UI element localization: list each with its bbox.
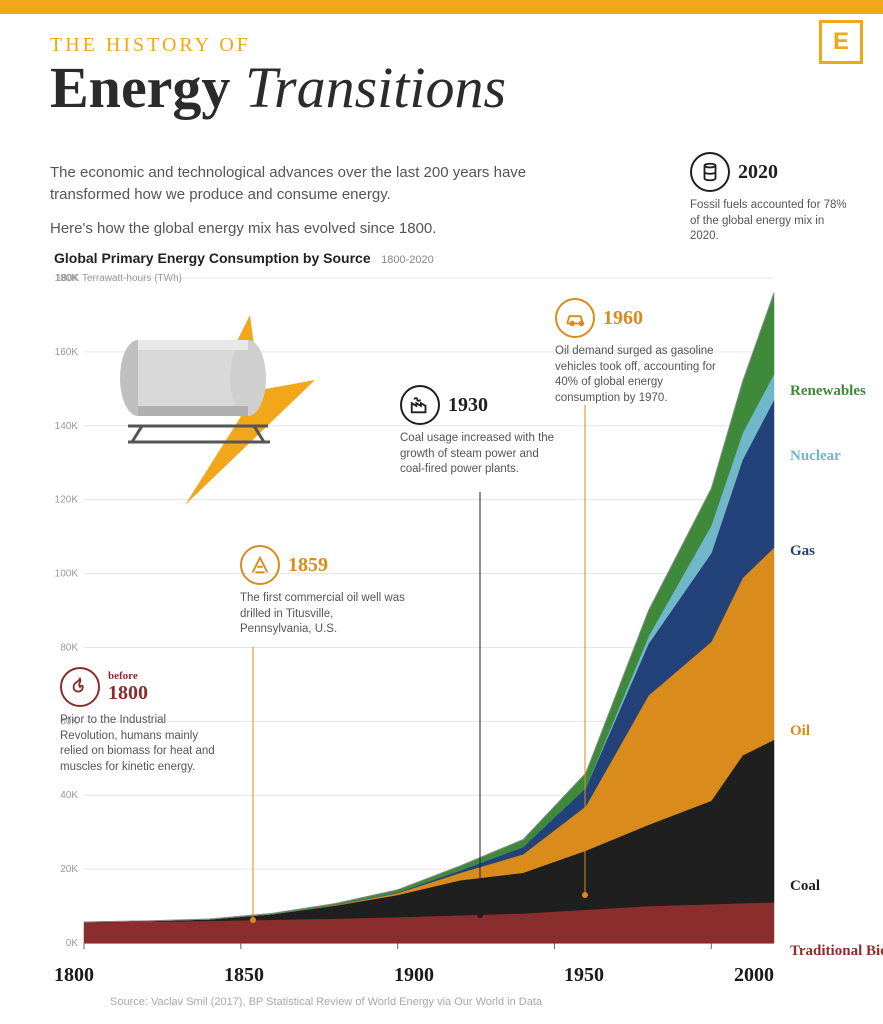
factory-icon xyxy=(400,385,440,425)
x-tick-label: 1800 xyxy=(54,964,94,987)
svg-text:140K: 140K xyxy=(55,421,79,432)
annotation-year: 1960 xyxy=(603,307,643,330)
series-label-nuclear: Nuclear xyxy=(790,448,841,465)
x-tick-label: 1850 xyxy=(224,964,264,987)
series-label-biomass: Traditional Biomass xyxy=(790,943,883,960)
x-tick-label: 1900 xyxy=(394,964,434,987)
oil-rig-icon xyxy=(240,545,280,585)
x-tick-label: 1950 xyxy=(564,964,604,987)
annotation-text: Oil demand surged as gasoline vehicles t… xyxy=(555,344,720,406)
annotation-y1960: 1960 Oil demand surged as gasoline vehicl… xyxy=(555,298,720,406)
svg-text:20K: 20K xyxy=(60,864,78,875)
series-label-coal: Coal xyxy=(790,878,820,895)
annotation-y1930: 1930 Coal usage increased with the growth… xyxy=(400,385,565,478)
annotation-year: 1930 xyxy=(448,394,488,417)
annotation-y2020: 2020 Fossil fuels accounted for 78% of th… xyxy=(690,152,855,245)
svg-text:100K: 100K xyxy=(55,569,79,580)
intro-p2: Here's how the global energy mix has evo… xyxy=(50,218,570,240)
hero-graphic xyxy=(90,300,350,510)
top-accent-bar xyxy=(0,0,883,14)
svg-text:160K: 160K xyxy=(55,347,79,358)
brand-logo-letter: E xyxy=(833,28,849,56)
annotation-text: Coal usage increased with the growth of … xyxy=(400,431,565,478)
oil-tank-icon xyxy=(120,340,270,442)
title-italic: Transitions xyxy=(245,55,506,120)
title-bold: Energy xyxy=(50,55,230,120)
fire-icon xyxy=(60,667,100,707)
x-axis-labels: 1800 1850 1900 1950 2000 xyxy=(54,964,774,987)
chart-title-range: 1800-2020 xyxy=(375,254,434,266)
page-title: Energy Transitions xyxy=(50,59,506,117)
svg-text:180K Terrawatt-hours (TWh): 180K Terrawatt-hours (TWh) xyxy=(56,273,182,284)
svg-text:80K: 80K xyxy=(60,642,78,653)
intro-p1: The economic and technological advances … xyxy=(50,162,570,206)
intro-text: The economic and technological advances … xyxy=(50,162,570,239)
series-label-oil: Oil xyxy=(790,723,810,740)
annotation-y1859: 1859 The first commercial oil well was dr… xyxy=(240,545,405,638)
infographic-page: { "layout": { "width": 883, "height": 10… xyxy=(0,0,883,1024)
annotation-text: Fossil fuels accounted for 78% of the gl… xyxy=(690,198,855,245)
series-label-gas: Gas xyxy=(790,543,815,560)
annotation-text: Prior to the Industrial Revolution, huma… xyxy=(60,713,225,775)
car-icon xyxy=(555,298,595,338)
x-tick-label: 2000 xyxy=(734,964,774,987)
source-citation: Source: Vaclav Smil (2017), BP Statistic… xyxy=(110,996,542,1008)
series-label-renewables: Renewables xyxy=(790,383,866,400)
header: THE HISTORY OF Energy Transitions xyxy=(50,34,506,117)
header-overline: THE HISTORY OF xyxy=(50,34,506,57)
svg-text:120K: 120K xyxy=(55,495,79,506)
svg-text:0K: 0K xyxy=(66,938,79,949)
annotation-year: 2020 xyxy=(738,161,778,184)
chart-title: Global Primary Energy Consumption by Sou… xyxy=(54,250,434,268)
annotation-text: The first commercial oil well was drille… xyxy=(240,591,405,638)
annotation-pre1800: before1800 Prior to the Industrial Revolu… xyxy=(60,667,225,775)
annotation-year: before1800 xyxy=(108,670,148,705)
svg-text:40K: 40K xyxy=(60,790,78,801)
brand-logo: E xyxy=(819,20,863,64)
chart-title-bold: Global Primary Energy Consumption by Sou… xyxy=(54,250,371,266)
barrel-icon xyxy=(690,152,730,192)
annotation-year: 1859 xyxy=(288,554,328,577)
